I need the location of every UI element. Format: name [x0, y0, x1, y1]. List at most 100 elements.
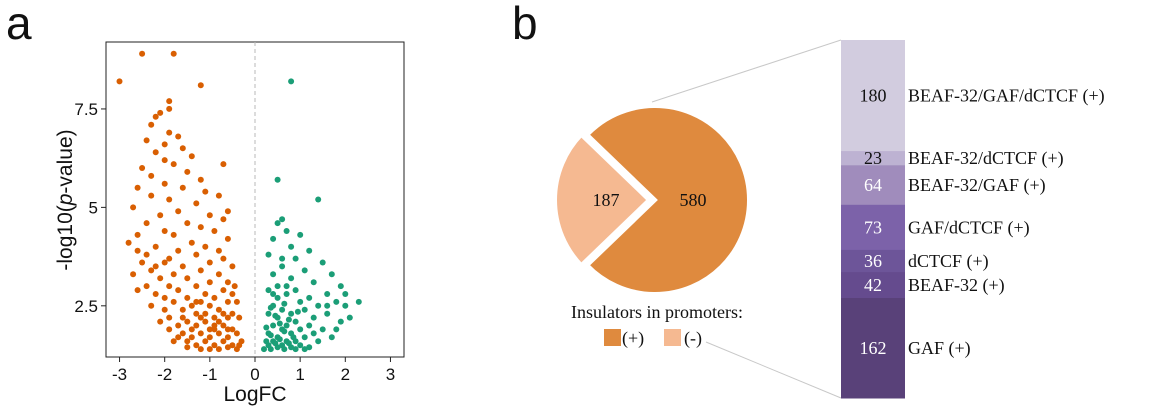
point-up — [342, 291, 349, 297]
point-down — [188, 302, 195, 309]
point-up — [310, 314, 317, 321]
point-up — [315, 338, 322, 345]
point-up — [279, 263, 286, 270]
x-axis-ticks: -3 -2 -1 0 1 2 3 — [112, 357, 395, 384]
point-down — [211, 228, 218, 234]
point-up — [306, 344, 313, 351]
point-up — [261, 346, 267, 353]
point-down — [166, 255, 173, 262]
point-up — [272, 312, 279, 319]
point-down — [206, 259, 213, 266]
stack-value-label: 23 — [864, 148, 882, 168]
point-down — [157, 212, 164, 219]
point-down — [157, 109, 164, 116]
point-down — [184, 344, 191, 351]
legend-swatch-minus — [664, 329, 681, 346]
stack-segment — [841, 204, 905, 251]
point-down — [161, 141, 168, 148]
point-down — [211, 314, 218, 321]
point-down — [197, 176, 204, 183]
point-down — [193, 298, 200, 305]
point-up — [265, 287, 272, 294]
panel-letter-a: a — [6, 0, 32, 49]
point-down — [236, 314, 243, 321]
scatter-points — [116, 50, 362, 353]
point-down — [179, 330, 186, 337]
point-down — [211, 342, 218, 349]
point-down — [193, 200, 200, 207]
pie-legend: Insulators in promoters: (+) (-) — [571, 302, 743, 349]
point-up — [270, 271, 277, 278]
stack-category-label: BEAF-32/GAF/dCTCF (+) — [908, 86, 1105, 107]
point-up — [290, 334, 297, 341]
point-up — [310, 330, 317, 337]
point-down — [179, 145, 186, 152]
point-down — [224, 314, 231, 321]
connector-line-top — [651, 39, 842, 103]
point-up — [292, 287, 299, 294]
point-down — [202, 243, 209, 250]
point-down — [161, 259, 168, 266]
x-tick-label: 3 — [386, 365, 395, 384]
point-down — [202, 291, 209, 297]
point-down — [197, 82, 204, 89]
x-tick-label: -3 — [112, 365, 127, 384]
point-up — [301, 346, 308, 353]
point-up — [265, 310, 272, 317]
point-up — [283, 322, 290, 329]
stack-category-label: BEAF-32/dCTCF (+) — [908, 148, 1064, 169]
stack-value-label: 162 — [860, 338, 887, 358]
point-down — [139, 50, 146, 57]
x-axis-label: LogFC — [223, 383, 286, 406]
point-up — [306, 247, 313, 254]
point-up — [319, 259, 326, 266]
point-down — [170, 50, 177, 57]
point-down — [179, 184, 186, 191]
legend-title: Insulators in promoters: — [571, 302, 743, 322]
point-down — [148, 121, 155, 128]
point-up — [285, 340, 292, 347]
point-down — [215, 271, 222, 278]
point-up — [274, 294, 281, 301]
point-down — [161, 228, 168, 234]
point-down — [166, 105, 173, 112]
y-axis-label: -log10(p-value) — [54, 129, 77, 270]
point-down — [193, 251, 200, 258]
point-down — [170, 298, 177, 305]
point-down — [148, 302, 155, 309]
stack-category-label: GAF (+) — [908, 338, 971, 359]
point-down — [224, 279, 231, 286]
pie-label-minus: 187 — [593, 190, 620, 210]
x-tick-label: -1 — [202, 365, 217, 384]
point-down — [134, 287, 141, 294]
point-down — [206, 334, 213, 341]
point-down — [220, 216, 227, 223]
point-down — [188, 239, 195, 246]
point-down — [224, 344, 231, 351]
point-up — [333, 326, 340, 333]
point-down — [224, 326, 231, 333]
point-down — [215, 346, 222, 353]
point-up — [292, 318, 299, 325]
stack-category-label: GAF/dCTCF (+) — [908, 217, 1030, 238]
point-up — [355, 298, 362, 305]
point-down — [116, 78, 123, 85]
point-down — [125, 239, 132, 246]
point-down — [161, 306, 168, 313]
point-up — [315, 302, 322, 309]
volcano-plot: -3 -2 -1 0 1 2 3 2.5 5 7.5 LogFC -log10(p-value) — [54, 41, 405, 406]
point-up — [263, 338, 270, 345]
point-up — [328, 334, 335, 341]
point-down — [188, 326, 195, 333]
y-tick-label: 7.5 — [74, 100, 98, 119]
point-up — [283, 228, 290, 234]
point-up — [272, 340, 279, 347]
stack-segment — [841, 151, 905, 166]
point-up — [297, 298, 304, 305]
point-down — [166, 283, 173, 290]
point-down — [206, 212, 213, 219]
point-down — [236, 342, 243, 349]
point-down — [220, 161, 227, 168]
point-down — [206, 279, 213, 286]
